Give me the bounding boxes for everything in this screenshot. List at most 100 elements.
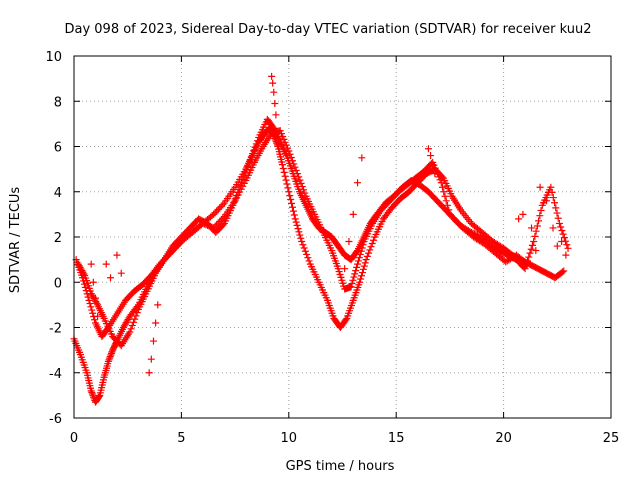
data-point [536,212,544,220]
data-point [300,186,308,194]
data-point [271,100,279,108]
data-point [240,172,248,180]
data-point [349,210,357,218]
data-point [348,280,356,288]
data-point [93,299,101,307]
data-point [342,316,350,324]
y-tick-label: 6 [54,141,62,156]
data-point [106,354,114,362]
data-point [300,244,308,252]
data-point [250,146,258,154]
data-point [521,265,529,273]
y-tick-label: 8 [54,95,62,110]
y-tick-label: 2 [54,231,62,246]
data-point [287,196,295,204]
data-point [299,241,307,249]
data-point [296,176,304,184]
data-point [554,214,562,222]
data-point [519,210,527,218]
data-point [113,251,121,259]
data-point [278,161,286,169]
data-point [297,179,305,187]
data-point [130,318,138,326]
data-point [233,192,241,200]
data-point [126,328,134,336]
data-point [301,247,309,255]
data-point [369,236,377,244]
data-point [296,231,304,239]
data-point [442,197,450,205]
data-point [531,232,539,240]
data-point [292,166,300,174]
data-point [558,238,566,246]
data-point [107,274,115,282]
data-point [560,234,568,242]
data-point [217,202,225,210]
data-point [288,199,296,207]
y-axis-label: SDTVAR / TECUs [8,187,23,294]
data-point [532,247,540,255]
data-point [281,172,289,180]
data-point [230,198,238,206]
data-point [361,259,369,267]
x-tick-label: 20 [495,431,512,446]
data-point [106,353,114,361]
data-point [95,392,103,400]
y-tick-label: 0 [54,276,62,291]
data-point [359,265,367,273]
data-point [367,243,375,251]
data-point [107,349,115,357]
data-point [213,221,221,229]
y-tick-label: -4 [49,367,62,382]
data-point [283,180,291,188]
data-point [285,188,293,196]
data-point [284,184,292,192]
data-point [354,179,362,187]
data-point [88,306,96,314]
data-point [304,254,312,262]
data-point [303,250,311,258]
data-point [350,273,358,281]
data-point [345,238,353,246]
data-point [368,239,376,247]
data-point [282,176,290,184]
y-tick-label: 4 [54,186,62,201]
data-point [91,316,99,324]
data-point [128,322,136,330]
y-tick-label: -6 [49,412,62,427]
data-point [94,312,102,320]
data-point [360,262,368,270]
data-point [91,294,99,302]
data-point [564,244,572,252]
data-point [549,194,557,202]
data-point [443,201,451,209]
data-point [523,260,531,268]
data-point [89,309,97,317]
data-point [559,268,567,276]
data-point [238,179,246,187]
data-point [236,182,244,190]
data-point [526,249,534,257]
data-point [213,207,221,215]
data-point [254,137,262,145]
grid-lines [74,56,611,418]
data-point [292,218,300,226]
data-point [149,337,157,345]
data-point [294,225,302,233]
data-point [229,201,237,209]
data-point [242,166,250,174]
data-point [528,241,536,249]
data-point [532,227,540,235]
data-point [105,356,113,364]
y-tick-label: 10 [45,50,62,65]
data-point [559,230,567,238]
x-tick-label: 5 [177,431,185,446]
data-point [89,278,97,286]
data-point [291,163,299,171]
data-point [270,88,278,96]
data-point [104,357,112,365]
data-point [211,209,219,217]
data-point [289,207,297,215]
x-tick-label: 15 [388,431,405,446]
